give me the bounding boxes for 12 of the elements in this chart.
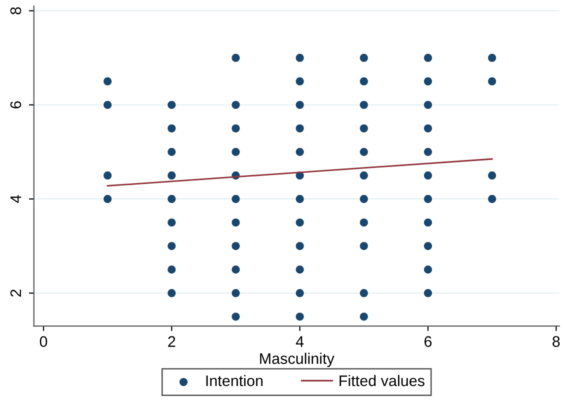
legend-label: Fitted values — [340, 374, 424, 386]
y-tick-label: 8 — [10, 7, 22, 14]
x-tick-label: 6 — [424, 336, 432, 347]
x-tick-label: 0 — [40, 336, 48, 347]
x-tick-label: 8 — [552, 336, 560, 347]
y-tick-label: 6 — [10, 101, 22, 108]
legend-label: Intention — [206, 374, 263, 386]
x-tick-label: 4 — [296, 336, 304, 347]
y-tick-label: 2 — [10, 290, 22, 297]
x-axis-title: Masculinity — [260, 352, 334, 368]
y-tick-label: 4 — [10, 195, 22, 203]
x-tick-label: 2 — [168, 336, 176, 347]
